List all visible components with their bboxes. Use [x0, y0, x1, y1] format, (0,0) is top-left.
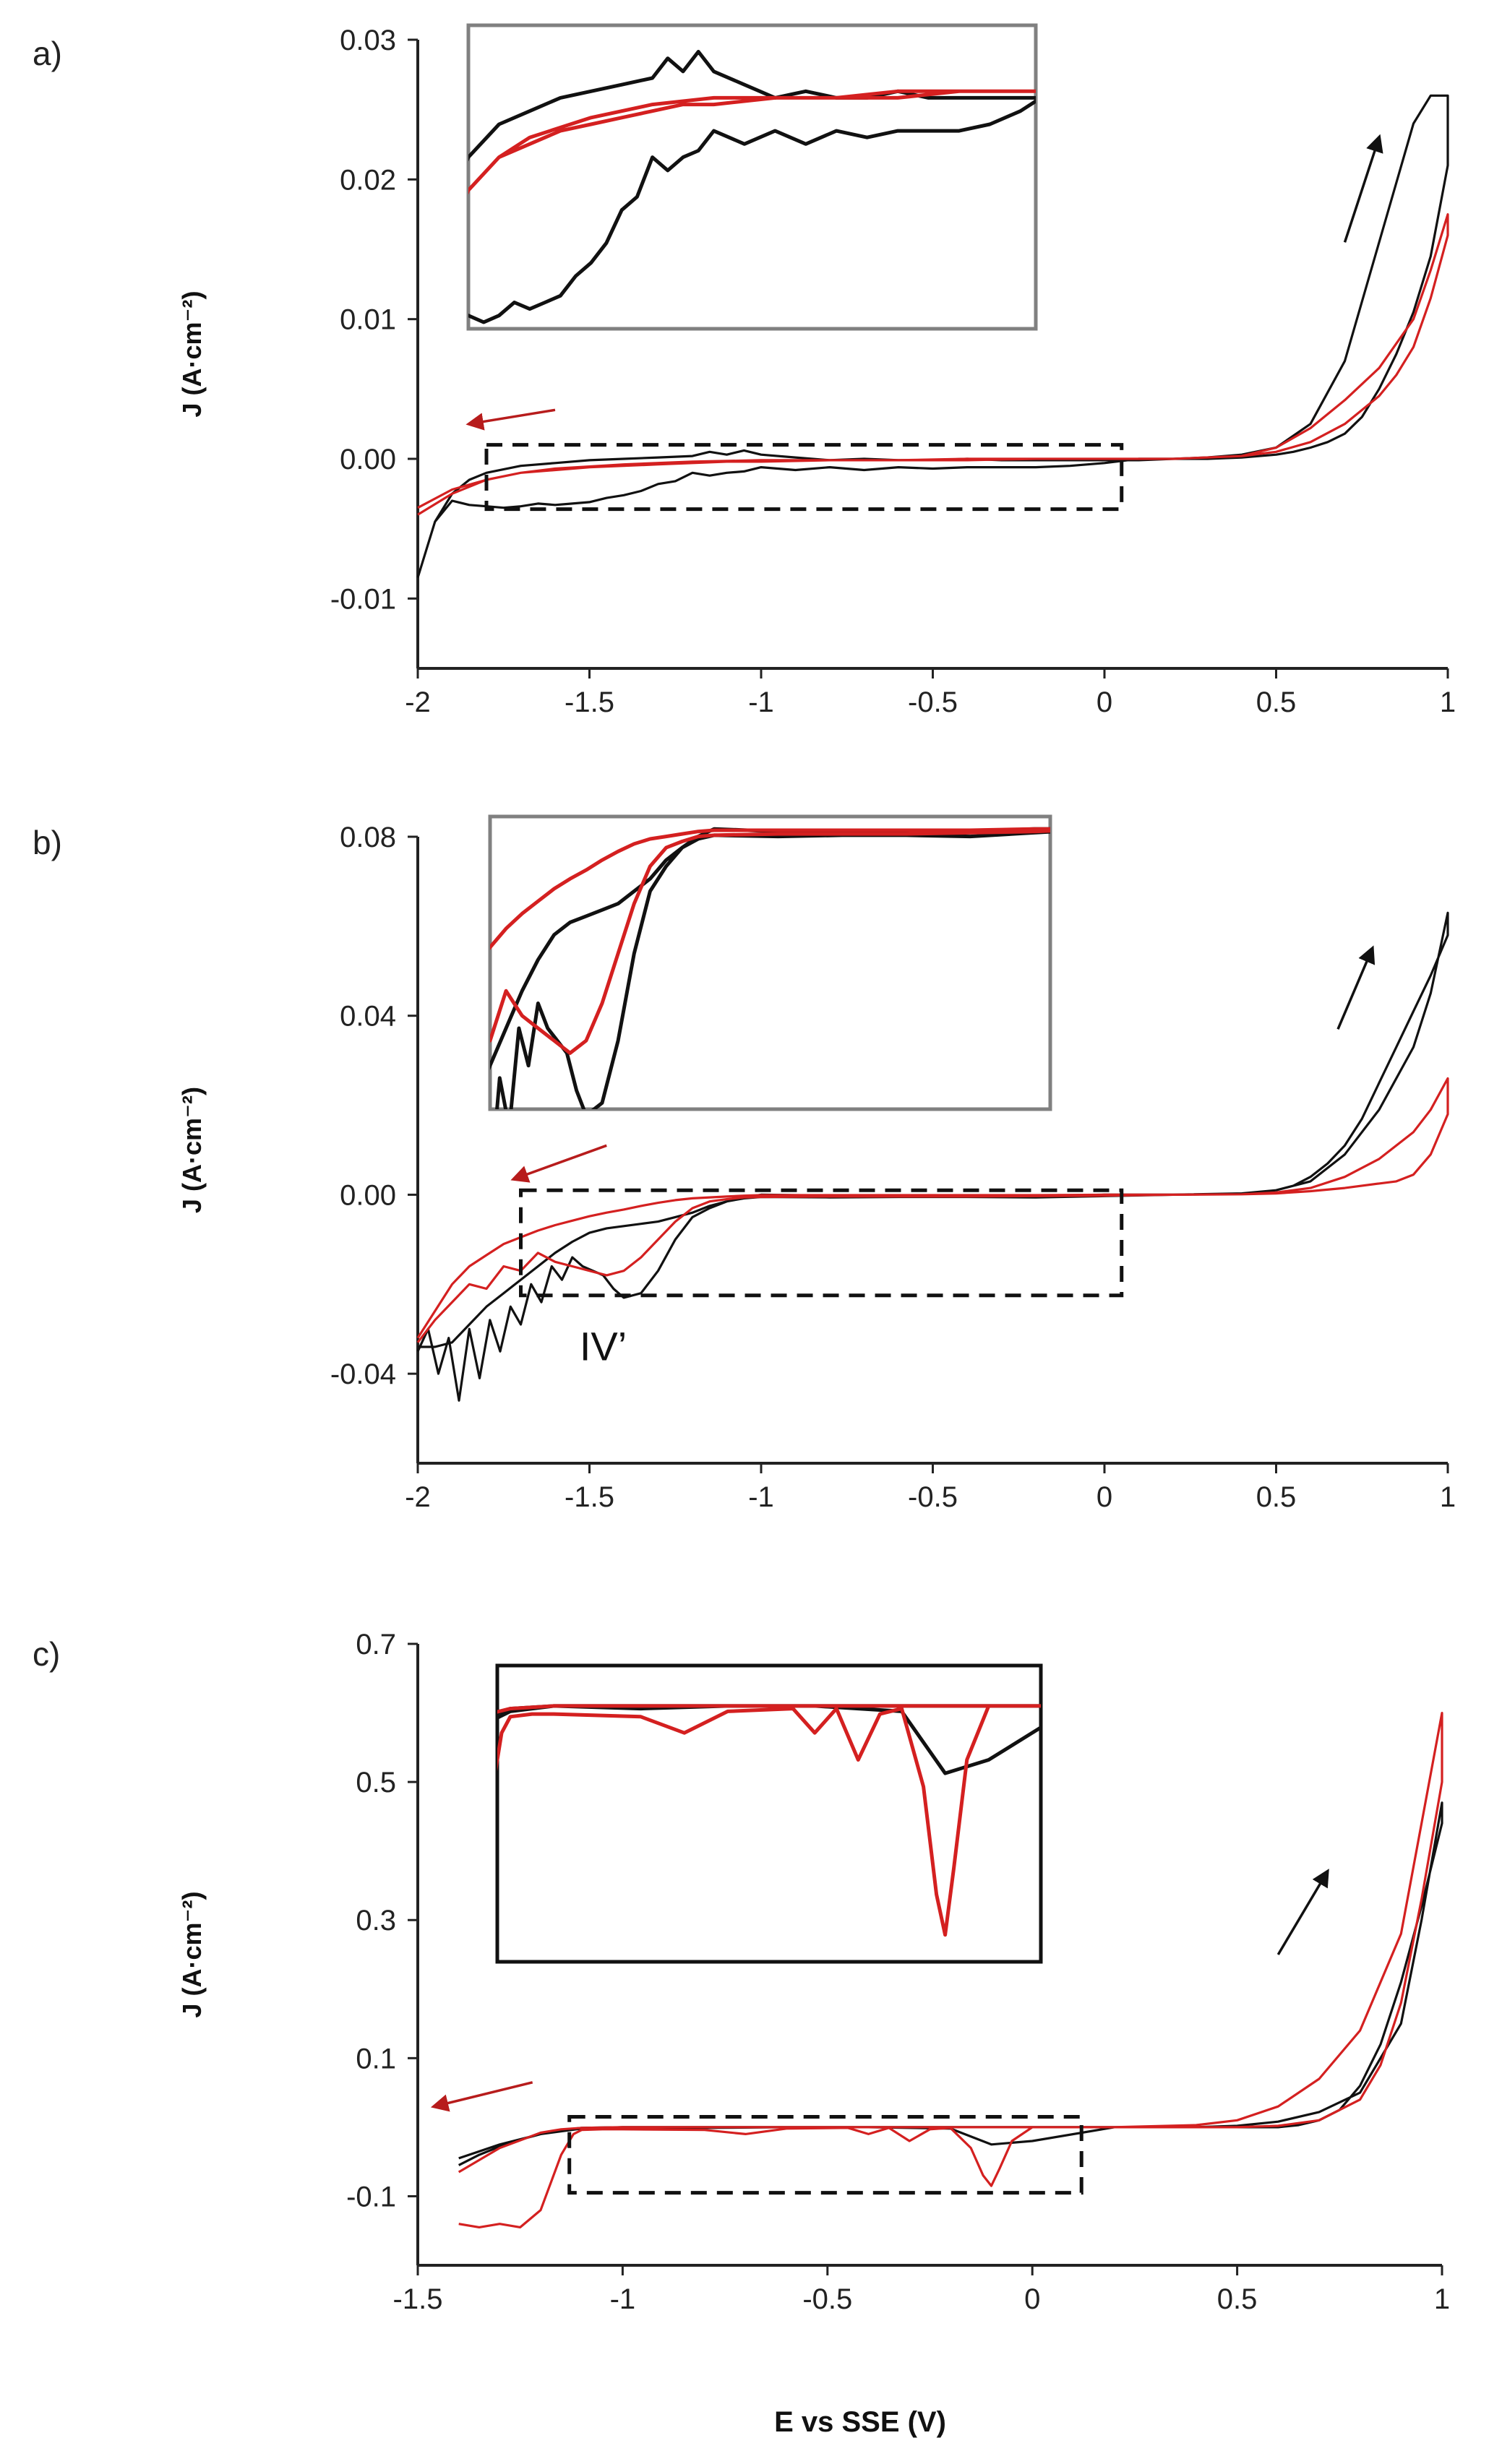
x-tick-label: -1.5 [565, 686, 614, 718]
scan-direction-arrow-red [465, 408, 556, 431]
inset-series-line-black [497, 1704, 1041, 1775]
inset-series-line-red [490, 827, 1050, 1055]
scan-direction-arrow-red [510, 1144, 607, 1183]
y-tick-label: -0.01 [330, 583, 396, 615]
zoom-region-box [567, 2115, 1083, 2195]
x-tick-label: -1 [610, 2283, 636, 2315]
y-axis-title: J (A·cm⁻²) [177, 1087, 207, 1213]
series-line-red [458, 1712, 1443, 2228]
x-tick-label: -1.5 [565, 1481, 614, 1513]
y-tick-label: 0.7 [356, 1629, 396, 1660]
panel-label: a) [33, 35, 62, 72]
panel-label: c) [33, 1635, 60, 1673]
x-tick-label: -2 [405, 1481, 431, 1513]
x-tick-label: 1 [1440, 686, 1456, 718]
x-tick-label: -1 [748, 1481, 774, 1513]
inset-series-line-black [490, 827, 1050, 1109]
y-axis-title: J (A·cm⁻²) [177, 290, 207, 417]
x-tick-label: 0.5 [1256, 686, 1297, 718]
series-line-black [416, 911, 1449, 1402]
scan-direction-arrow-black [1276, 1869, 1329, 1955]
y-tick-label: -0.1 [346, 2181, 396, 2213]
x-tick-label: -0.5 [908, 1481, 958, 1513]
panel-c: c) -0.1 0.1 0.3 0.5 0.7 -1.5 -1 -0.5 0 0.5 1 J (A·cm… [33, 1629, 1450, 2315]
x-tick-label: -0.5 [908, 686, 958, 718]
scan-direction-arrow-black [1336, 945, 1376, 1030]
x-tick-label: 0 [1097, 1481, 1112, 1513]
panel-a: a) -0.01 0.00 0.01 0.02 0.03 -2 -1.5 -1 -0.5 0 0.5 1… [33, 23, 1456, 718]
x-tick-label: 0 [1024, 2283, 1040, 2315]
series-line-red [417, 213, 1449, 516]
y-tick-label: 0.1 [356, 2043, 396, 2075]
x-tick-label: -2 [405, 686, 431, 718]
x-tick-label: -1.5 [393, 2283, 443, 2315]
scan-direction-arrow-black [1343, 134, 1383, 243]
zoom-region-box [484, 443, 1124, 512]
y-axis-title: J (A·cm⁻²) [177, 1891, 207, 2017]
y-tick-label: 0.00 [340, 444, 396, 475]
y-tick-label: 0.5 [356, 1767, 396, 1799]
x-tick-label: -0.5 [802, 2283, 852, 2315]
x-tick-label: 0.5 [1256, 1481, 1297, 1513]
x-tick-label: 0 [1097, 686, 1112, 718]
x-tick-label: 1 [1440, 1481, 1456, 1513]
y-tick-label: 0.01 [340, 304, 396, 336]
panel-label: b) [33, 824, 62, 861]
y-tick-label: 0.08 [340, 822, 396, 853]
series-line-red [416, 1077, 1449, 1343]
y-tick-label: 0.3 [356, 1905, 396, 1937]
inset-series-line-red [497, 1704, 1041, 1937]
peak-annotation: IV’ [580, 1324, 627, 1369]
y-tick-label: 0.00 [340, 1179, 396, 1211]
y-tick-label: 0.03 [340, 25, 396, 56]
x-tick-label: 0.5 [1217, 2283, 1258, 2315]
inset-frame [466, 23, 1038, 331]
y-tick-label: 0.02 [340, 164, 396, 196]
x-axis-title: E vs SSE (V) [774, 2406, 946, 2438]
x-tick-label: 1 [1434, 2283, 1450, 2315]
panel-b: b) -0.04 0.00 0.04 0.08 -2 -1.5 -1 -0.5 0 0.5 1 J (A… [33, 814, 1456, 1513]
scan-direction-arrow-red [430, 2081, 533, 2112]
zoom-region-box [519, 1188, 1124, 1298]
x-tick-label: -1 [748, 686, 774, 718]
y-tick-label: -0.04 [330, 1358, 396, 1390]
inset-series-line-black [468, 50, 1036, 324]
inset-frame [488, 814, 1052, 1111]
series-line-black [416, 94, 1449, 578]
inset-series-line-red [468, 89, 1036, 195]
inset-plot [468, 50, 1036, 324]
inset-plot [497, 1704, 1041, 1937]
inset-plot [490, 827, 1050, 1109]
y-tick-label: 0.04 [340, 1001, 396, 1033]
